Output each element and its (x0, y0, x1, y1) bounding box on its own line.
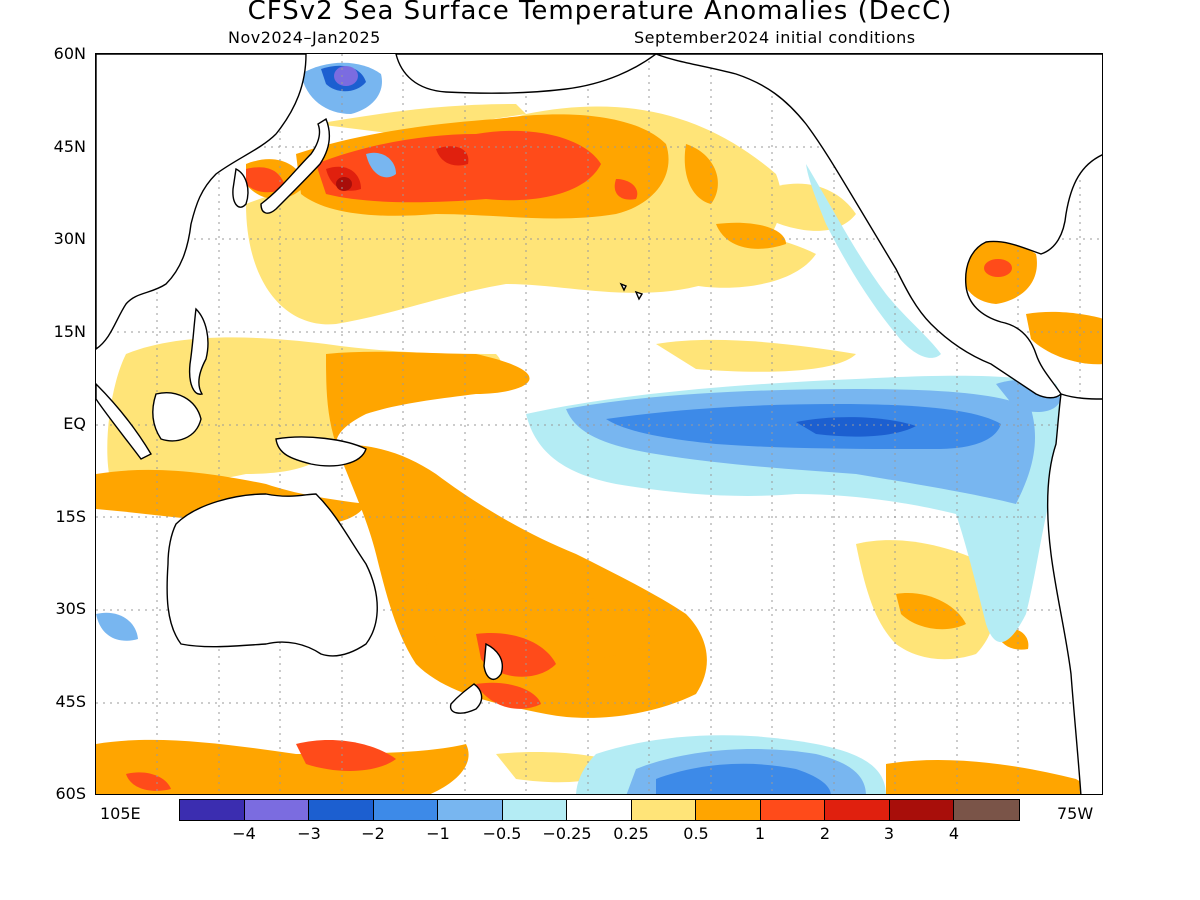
coastlines (96, 54, 1102, 794)
colorbar-box (438, 800, 503, 820)
colorbar-box (309, 800, 374, 820)
colorbar-box (631, 800, 696, 820)
korea-outline (232, 167, 249, 208)
colorbar-tick: −1 (426, 824, 450, 843)
colorbar-box (502, 800, 567, 820)
colorbar-box (760, 800, 825, 820)
lat-label-45n: 45N (53, 137, 86, 156)
colorbar-tick: 4 (948, 824, 960, 843)
colorbar-tick: −3 (297, 824, 321, 843)
borneo-outline (152, 392, 202, 442)
hawaii-islands (619, 282, 644, 301)
lat-label-45s: 45S (55, 692, 86, 711)
southern-ocean-warm (96, 739, 1101, 794)
colorbar-tick: 3 (883, 824, 895, 843)
south-america-coast (1047, 393, 1102, 794)
australia-outline (166, 493, 378, 657)
colorbar-box (954, 800, 1019, 820)
kuroshio-strong (246, 130, 638, 203)
colorbar (179, 799, 1020, 821)
colorbar-tick: 0.25 (613, 824, 649, 843)
lat-label-eq: EQ (63, 414, 86, 433)
south-pacific-warm (426, 540, 1029, 709)
new-guinea-outline (275, 436, 367, 467)
colorbar-tick: 1 (754, 824, 766, 843)
gulf-of-mexico-warm (956, 238, 1102, 365)
california-current-cool (806, 164, 941, 358)
colorbar-tick: 2 (819, 824, 831, 843)
map-title: CFSv2 Sea Surface Temperature Anomalies … (247, 0, 953, 26)
lon-label-right: 75W (1057, 804, 1094, 823)
lat-label-15s: 15S (55, 507, 86, 526)
forecast-period: Nov2024–Jan2025 (228, 28, 381, 47)
lat-label-30n: 30N (53, 229, 86, 248)
lat-label-15n: 15N (53, 322, 86, 341)
equatorial-cold-tongue (526, 375, 1064, 643)
asia-coast (96, 54, 307, 350)
lat-label-60n: 60N (53, 44, 86, 63)
southern-ocean-cool (96, 612, 886, 794)
colorbar-box (180, 800, 245, 820)
lat-label-60s: 60S (55, 784, 86, 803)
anomaly-map-svg (96, 54, 1102, 794)
new-zealand-outline (449, 642, 503, 714)
colorbar-box (889, 800, 954, 820)
kuroshio-very-strong (326, 146, 469, 191)
sumatra-outline (96, 383, 152, 460)
philippines-outline (188, 307, 209, 395)
colorbar-box (567, 800, 632, 820)
anomaly-map (95, 53, 1103, 795)
colorbar-tick: −0.25 (542, 824, 592, 843)
japan-outline (260, 117, 331, 214)
lon-label-left: 105E (100, 804, 141, 823)
colorbar-tick: 0.5 (683, 824, 709, 843)
initial-conditions: September2024 initial conditions (634, 28, 916, 47)
alaska-coast (395, 54, 658, 94)
colorbar-box (373, 800, 438, 820)
colorbar-box (244, 800, 309, 820)
colorbar-box (825, 800, 890, 820)
lat-label-30s: 30S (55, 599, 86, 618)
north-america-coast (655, 54, 1102, 399)
colorbar-tick: −2 (361, 824, 385, 843)
colorbar-tick: −0.5 (482, 824, 522, 843)
colorbar-tick: −4 (232, 824, 256, 843)
colorbar-box (696, 800, 761, 820)
